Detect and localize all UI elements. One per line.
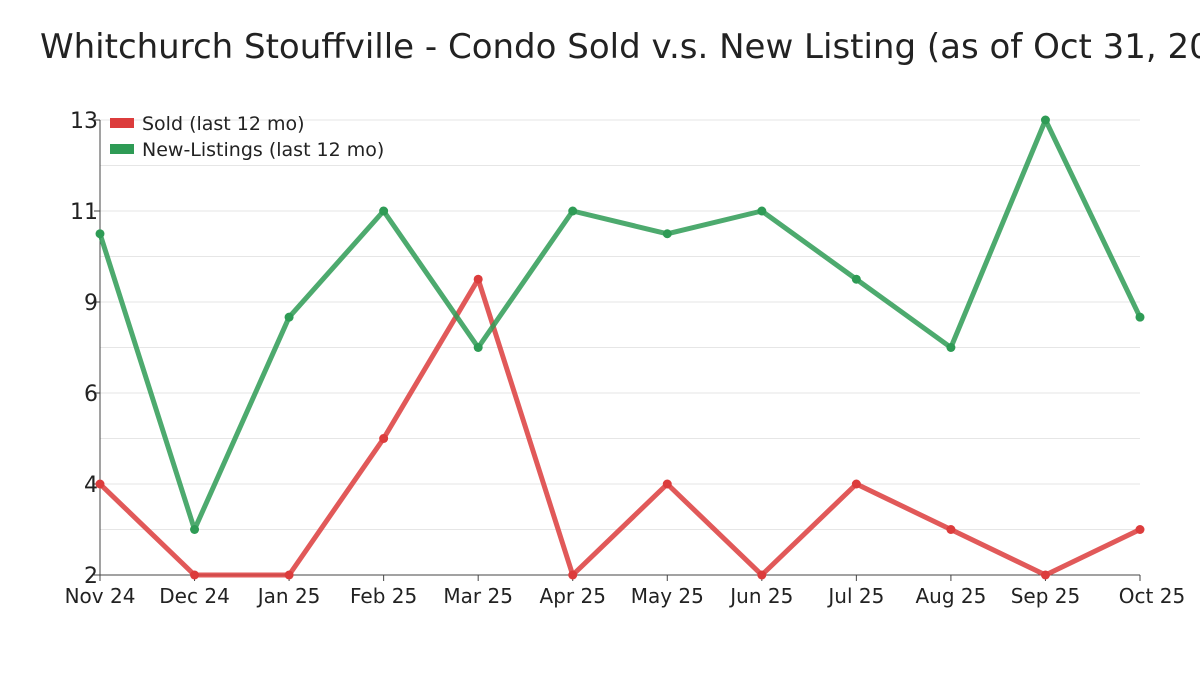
- x-tick-label: Feb 25: [350, 584, 417, 608]
- data-point-sold[interactable]: [473, 274, 483, 284]
- data-point-sold[interactable]: [190, 570, 200, 580]
- x-tick-label: May 25: [631, 584, 704, 608]
- x-tick-label: Aug 25: [915, 584, 986, 608]
- y-tick-label: 11: [70, 200, 98, 225]
- series-line-sold: [98, 276, 1142, 578]
- legend-swatch: [110, 118, 134, 128]
- legend-item-new-listings[interactable]: New-Listings (last 12 mo): [110, 139, 384, 161]
- data-point-new-listings[interactable]: [95, 229, 105, 239]
- y-tick-label: 4: [84, 473, 98, 498]
- chart-title: Whitchurch Stouffville - Condo Sold v.s.…: [40, 27, 1200, 67]
- legend-label: Sold (last 12 mo): [142, 113, 305, 135]
- x-tick-label: Dec 24: [159, 584, 230, 608]
- data-point-new-listings[interactable]: [946, 343, 956, 352]
- data-point-sold[interactable]: [662, 479, 672, 489]
- data-point-new-listings[interactable]: [757, 206, 767, 216]
- data-point-sold[interactable]: [1040, 570, 1050, 580]
- data-point-sold[interactable]: [851, 479, 861, 489]
- grid-layer: [100, 119, 1140, 530]
- x-tick-label: Oct 25: [1119, 584, 1185, 608]
- y-tick-label: 13: [70, 109, 98, 134]
- y-tick-label: 2: [84, 564, 98, 589]
- x-tick-label: Nov 24: [65, 584, 136, 608]
- series-new-listings: [95, 115, 1145, 534]
- series-sold: [95, 274, 1145, 580]
- x-tick-label: Jul 25: [826, 584, 884, 608]
- data-point-new-listings[interactable]: [473, 343, 483, 352]
- data-point-new-listings[interactable]: [1040, 115, 1050, 125]
- x-tick-label: Sep 25: [1011, 584, 1081, 608]
- data-point-new-listings[interactable]: [190, 525, 200, 534]
- y-tick-label: 6: [84, 382, 98, 407]
- data-point-new-listings[interactable]: [1135, 312, 1145, 322]
- legend[interactable]: Sold (last 12 mo) New-Listings (last 12 m…: [110, 113, 384, 161]
- series-layer: [95, 115, 1145, 580]
- data-point-sold[interactable]: [946, 525, 956, 534]
- y-tick-label: 9: [84, 291, 98, 316]
- x-tick-label: Mar 25: [443, 584, 513, 608]
- legend-label: New-Listings (last 12 mo): [142, 139, 384, 161]
- data-point-new-listings[interactable]: [662, 229, 672, 239]
- data-point-new-listings[interactable]: [568, 206, 578, 216]
- data-point-sold[interactable]: [757, 570, 767, 580]
- data-point-sold[interactable]: [95, 479, 105, 489]
- legend-item-sold[interactable]: Sold (last 12 mo): [110, 113, 305, 135]
- data-point-sold[interactable]: [1135, 525, 1145, 534]
- x-tick-label: Apr 25: [540, 584, 606, 608]
- data-point-sold[interactable]: [568, 570, 578, 580]
- data-point-new-listings[interactable]: [379, 206, 389, 216]
- x-tick-label: Jun 25: [728, 584, 793, 608]
- x-tick-label: Jan 25: [256, 584, 321, 608]
- legend-swatch: [110, 144, 134, 154]
- data-point-new-listings[interactable]: [851, 274, 861, 284]
- data-point-sold[interactable]: [284, 570, 294, 580]
- series-line-new-listings: [97, 117, 1143, 532]
- data-point-new-listings[interactable]: [284, 312, 294, 322]
- data-point-sold[interactable]: [379, 434, 389, 443]
